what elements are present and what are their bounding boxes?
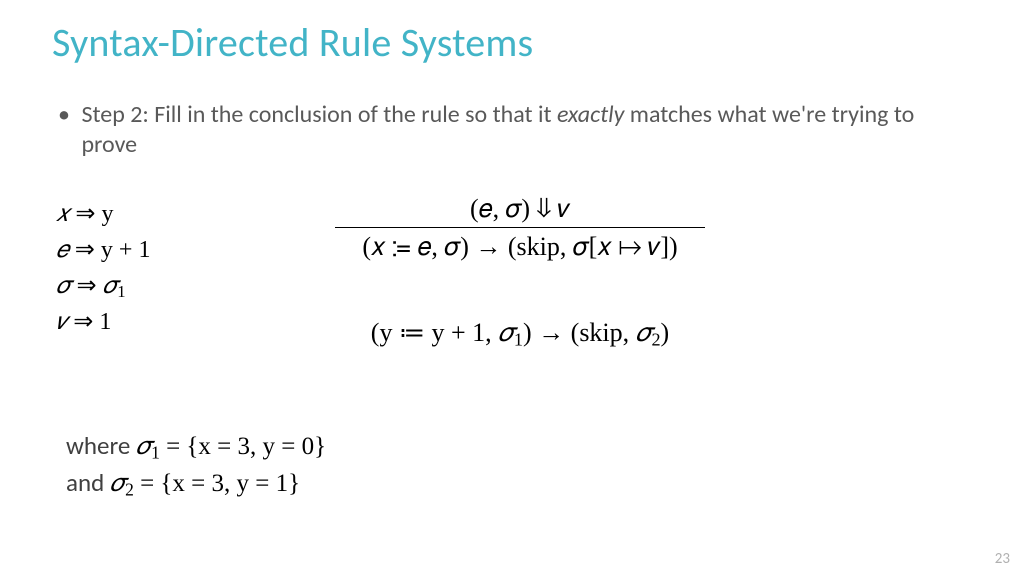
- rule-divider: [335, 227, 705, 228]
- subst-rhs-sub: 1: [117, 282, 125, 301]
- where-sub: 1: [151, 442, 160, 462]
- subst-row: 𝑒 ⇒ y + 1: [56, 232, 150, 268]
- subst-rhs: y + 1: [101, 237, 151, 263]
- bullet-marker: •: [58, 100, 76, 130]
- page-number: 23: [995, 550, 1010, 568]
- subst-rhs: 1: [99, 309, 111, 335]
- bullet-step2: • Step 2: Fill in the conclusion of the …: [58, 100, 958, 160]
- rule-conclusion: (𝑥 ≔ 𝑒, 𝜎) → (skip, 𝜎[𝑥 ↦ 𝑣]): [250, 232, 790, 263]
- subst-row: 𝑣 ⇒ 1: [56, 304, 150, 340]
- where-word: where: [66, 430, 136, 461]
- bullet-emph: exactly: [557, 100, 624, 129]
- inst-var: y: [379, 318, 392, 347]
- where-defs: where 𝜎1 = {x = 3, y = 0} and 𝜎2 = {x = …: [66, 428, 326, 502]
- subst-lhs: 𝜎: [56, 273, 71, 299]
- rule-premise: (𝑒, 𝜎) ⇓ 𝑣: [250, 194, 790, 225]
- subst-rhs: 𝜎: [103, 273, 118, 299]
- where-line2: and 𝜎2 = {x = 3, y = 1}: [66, 465, 326, 502]
- where-line1: where 𝜎1 = {x = 3, y = 0}: [66, 428, 326, 465]
- rule-instance: (y ≔ y + 1, 𝜎1) → (skip, 𝜎2): [250, 318, 790, 351]
- inst-sigma2-sub: 2: [651, 330, 660, 350]
- substitution-list: 𝑥 ⇒ y 𝑒 ⇒ y + 1 𝜎 ⇒ 𝜎1 𝑣 ⇒ 1: [56, 196, 150, 340]
- subst-row: 𝜎 ⇒ 𝜎1: [56, 268, 150, 304]
- inst-sigma1-sub: 1: [514, 330, 523, 350]
- where-sub: 2: [125, 479, 134, 499]
- where-rest: = {x = 3, y = 1}: [134, 470, 300, 497]
- bullet-text: Step 2: Fill in the conclusion of the ru…: [81, 100, 941, 160]
- inference-rule: (𝑒, 𝜎) ⇓ 𝑣 (𝑥 ≔ 𝑒, 𝜎) → (skip, 𝜎[𝑥 ↦ 𝑣]): [250, 194, 790, 263]
- where-word: and: [66, 467, 110, 498]
- slide-title: Syntax-Directed Rule Systems: [52, 18, 533, 67]
- subst-lhs: 𝑒: [56, 237, 69, 263]
- subst-lhs: 𝑥: [56, 201, 69, 227]
- where-rest: = {x = 3, y = 0}: [160, 433, 326, 460]
- subst-lhs: 𝑣: [56, 309, 67, 335]
- subst-rhs: y: [101, 201, 113, 227]
- subst-row: 𝑥 ⇒ y: [56, 196, 150, 232]
- bullet-prefix: Step 2: Fill in the conclusion of the ru…: [81, 100, 557, 129]
- inst-expr: y + 1: [431, 318, 485, 347]
